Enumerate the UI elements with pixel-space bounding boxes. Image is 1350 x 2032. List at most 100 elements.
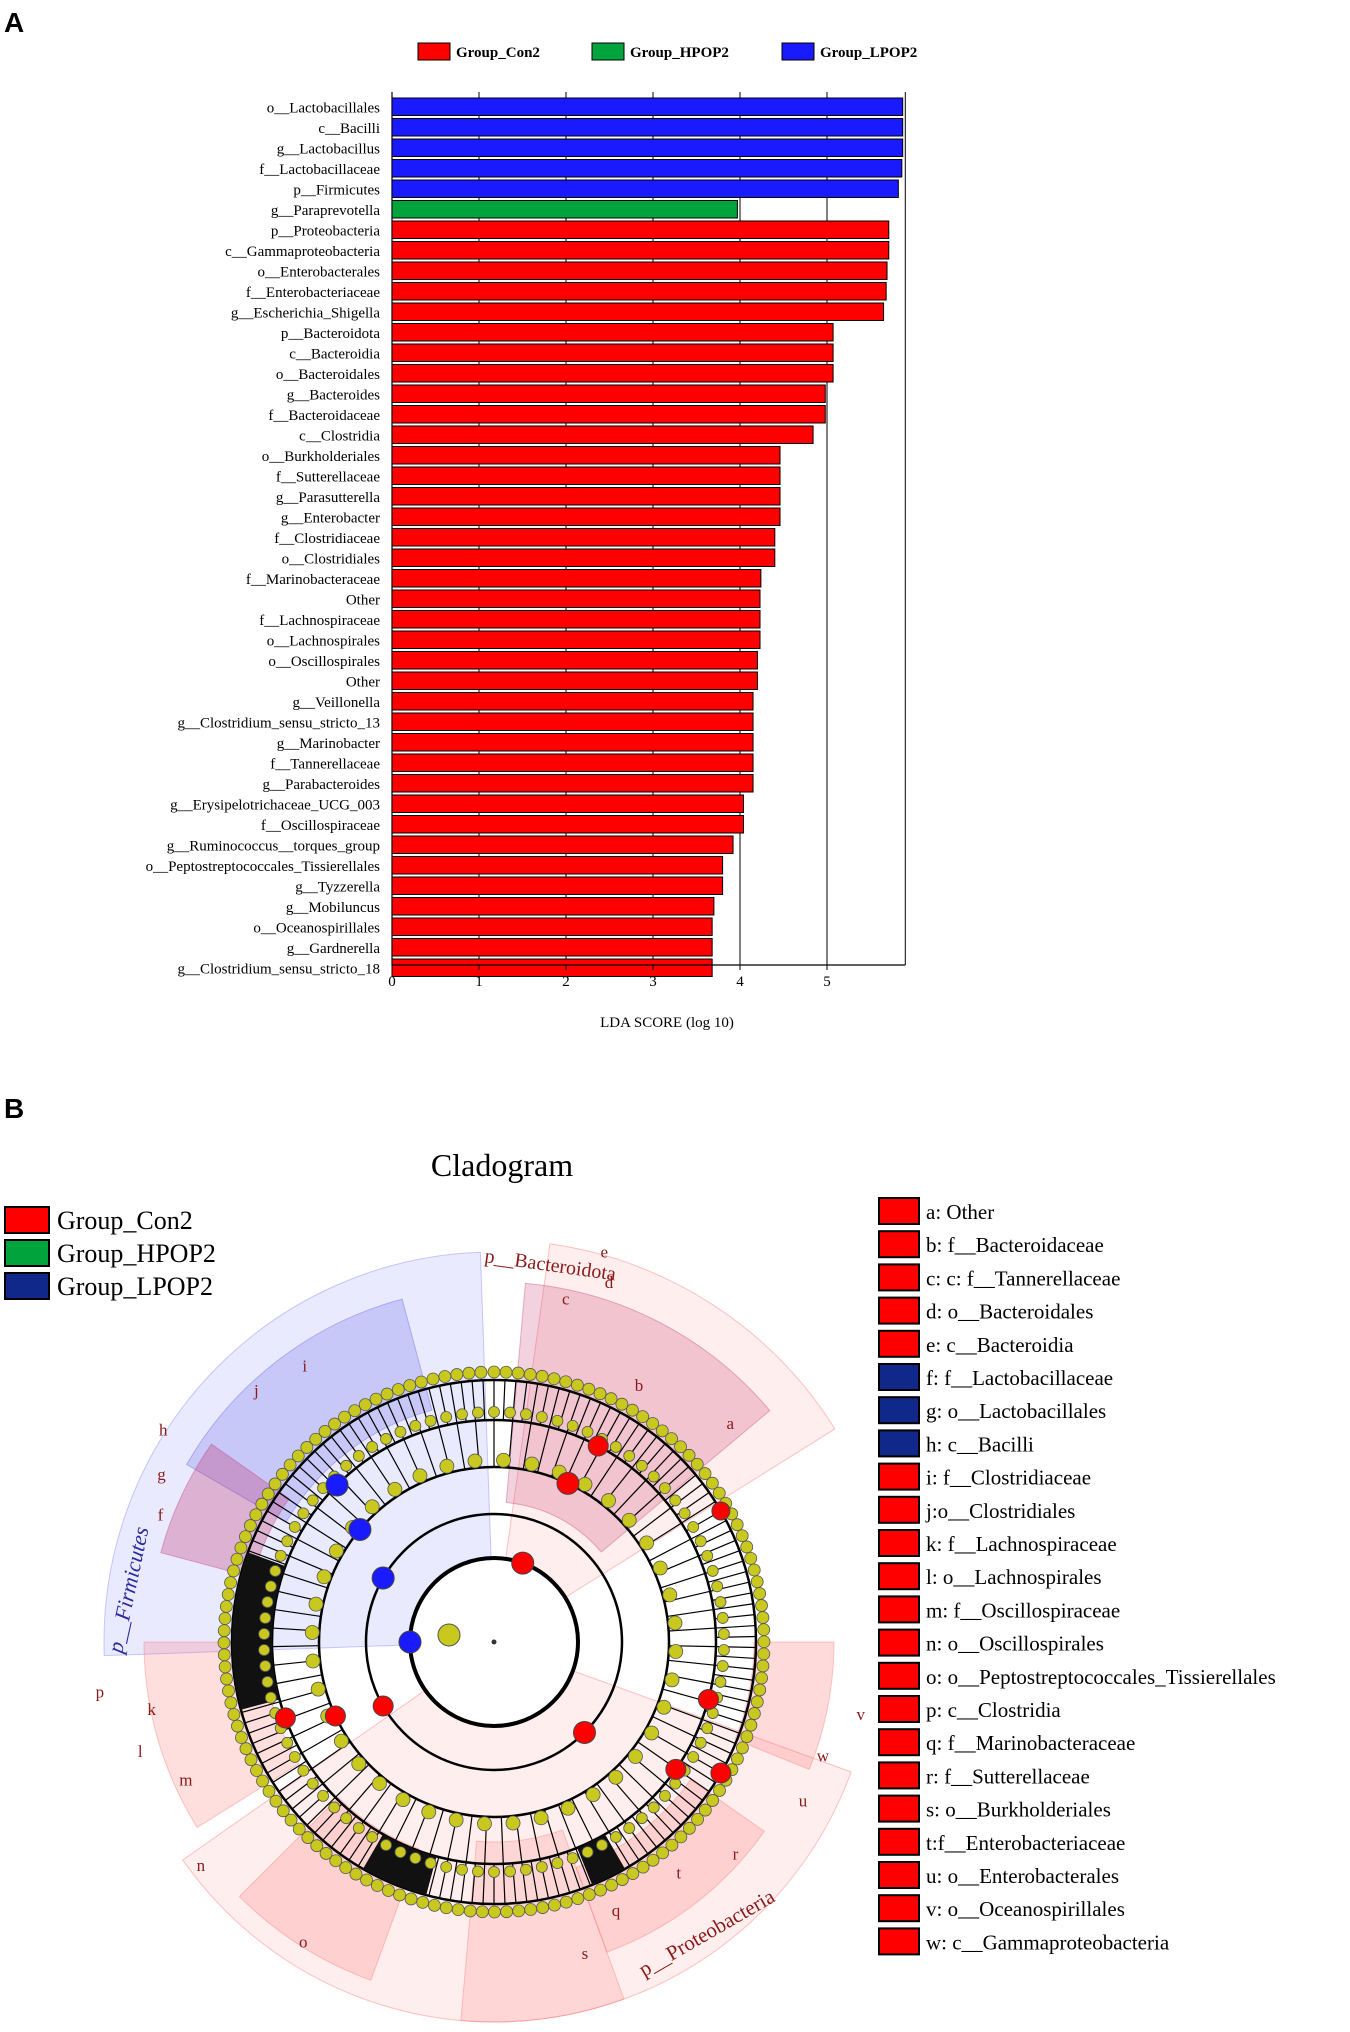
leaf-node bbox=[456, 1863, 468, 1876]
leaf-node bbox=[366, 1441, 379, 1453]
leaf-node bbox=[694, 1535, 707, 1548]
branch bbox=[306, 1522, 347, 1549]
leaf-node bbox=[655, 1424, 669, 1438]
category-label: f__Oscillospiraceae bbox=[261, 818, 380, 834]
leaf-node bbox=[524, 1903, 538, 1916]
highlight-node bbox=[573, 1721, 597, 1745]
highlight-node bbox=[511, 1551, 535, 1575]
category-label: g__Parabacteroides bbox=[263, 777, 381, 793]
category-label: f__Clostridiaceae bbox=[274, 531, 380, 547]
key-swatch bbox=[878, 1628, 920, 1657]
key-item: i: f__Clostridiaceae bbox=[926, 1466, 1091, 1490]
category-label: g__Clostridium_sensu_stricto_13 bbox=[178, 716, 381, 732]
leaf-node bbox=[439, 1901, 453, 1915]
branch bbox=[557, 1804, 577, 1849]
bar bbox=[391, 794, 744, 813]
branch bbox=[575, 1848, 592, 1886]
leaf-node bbox=[548, 1898, 561, 1912]
leaf-node bbox=[740, 1730, 754, 1744]
key-item: e: c__Bacteroidia bbox=[926, 1333, 1074, 1357]
branch bbox=[681, 1501, 716, 1524]
bar bbox=[391, 241, 890, 260]
key-swatch bbox=[878, 1329, 920, 1358]
clade-letter-i: i bbox=[302, 1357, 307, 1376]
leaf-node bbox=[535, 1861, 548, 1873]
leaf-node bbox=[740, 1540, 754, 1554]
key-item: g: o__Lactobacillales bbox=[926, 1399, 1106, 1423]
leaf-node bbox=[755, 1671, 768, 1685]
node bbox=[533, 1810, 549, 1826]
leaf-node bbox=[428, 1898, 441, 1912]
leaf-node bbox=[218, 1660, 232, 1674]
node bbox=[372, 1776, 387, 1791]
branch bbox=[291, 1783, 324, 1810]
bar bbox=[391, 897, 715, 916]
leaf-node bbox=[698, 1467, 712, 1480]
key-swatch bbox=[878, 1263, 920, 1292]
leaf-node bbox=[369, 1392, 383, 1406]
leaf-node bbox=[283, 1458, 297, 1472]
leaf-node bbox=[306, 1494, 319, 1507]
branch bbox=[386, 1447, 411, 1489]
leaf-node bbox=[512, 1904, 526, 1918]
branch bbox=[274, 1608, 321, 1618]
key-item: n: o__Oscillospirales bbox=[926, 1632, 1104, 1656]
leaf-node bbox=[523, 1368, 537, 1381]
node bbox=[308, 1596, 324, 1612]
leaf-node bbox=[615, 1873, 629, 1886]
leaf-node bbox=[744, 1551, 758, 1565]
key-item: b: f__Bacteroidaceae bbox=[926, 1233, 1104, 1257]
category-label: c__Bacteroidia bbox=[289, 347, 380, 363]
leaf-node bbox=[269, 1565, 282, 1577]
leaf-node bbox=[403, 1379, 417, 1392]
branch bbox=[363, 1783, 392, 1822]
leaf-node bbox=[716, 1612, 729, 1624]
branch bbox=[648, 1538, 692, 1562]
leaf-node bbox=[380, 1387, 394, 1401]
highlight-node bbox=[398, 1630, 422, 1654]
leaf-node bbox=[462, 1366, 476, 1380]
key-item: s: o__Burkholderiales bbox=[926, 1798, 1111, 1822]
leaf-node bbox=[235, 1731, 248, 1744]
branch bbox=[522, 1423, 532, 1470]
leaf-node bbox=[424, 1857, 437, 1869]
leaf-node bbox=[309, 1432, 323, 1446]
leaf-node bbox=[348, 1404, 362, 1418]
leaf-node bbox=[450, 1368, 464, 1381]
key-swatch bbox=[878, 1927, 920, 1956]
branch bbox=[652, 1796, 682, 1826]
key-swatch bbox=[878, 1396, 920, 1425]
leaf-node bbox=[227, 1708, 241, 1721]
leaf-node bbox=[747, 1707, 761, 1720]
highlight-node bbox=[665, 1758, 687, 1780]
leaf-node bbox=[227, 1564, 240, 1578]
node bbox=[628, 1749, 643, 1764]
leaf-node bbox=[604, 1392, 618, 1406]
branch bbox=[652, 1715, 696, 1738]
clade-letter-f: f bbox=[158, 1506, 164, 1525]
leaf-node bbox=[220, 1672, 233, 1686]
cladogram-legend: Group_Con2 Group_HPOP2 Group_LPOP2 bbox=[4, 1206, 216, 1301]
bar bbox=[391, 835, 734, 854]
cladogram-legend-label: Group_LPOP2 bbox=[57, 1272, 213, 1301]
leaf-node bbox=[297, 1507, 310, 1520]
leaf-node bbox=[504, 1865, 516, 1878]
clade-letter-k: k bbox=[147, 1700, 156, 1719]
leaf-node bbox=[250, 1764, 263, 1777]
leaf-node bbox=[463, 1904, 477, 1918]
key-swatch bbox=[878, 1661, 920, 1690]
highlight-node bbox=[711, 1501, 731, 1521]
key-item: r: f__Sutterellaceae bbox=[926, 1764, 1090, 1788]
leaf-node bbox=[701, 1549, 714, 1562]
key-swatch bbox=[878, 1562, 920, 1591]
leaf-node bbox=[306, 1777, 319, 1790]
leaf-node bbox=[669, 1494, 682, 1507]
node bbox=[601, 1493, 616, 1508]
key-swatch bbox=[878, 1296, 920, 1325]
bar bbox=[391, 282, 887, 301]
leaf-node bbox=[690, 1457, 704, 1471]
leaf-node bbox=[535, 1411, 548, 1423]
highlight-node bbox=[274, 1707, 296, 1729]
leaf-node bbox=[409, 1419, 422, 1432]
